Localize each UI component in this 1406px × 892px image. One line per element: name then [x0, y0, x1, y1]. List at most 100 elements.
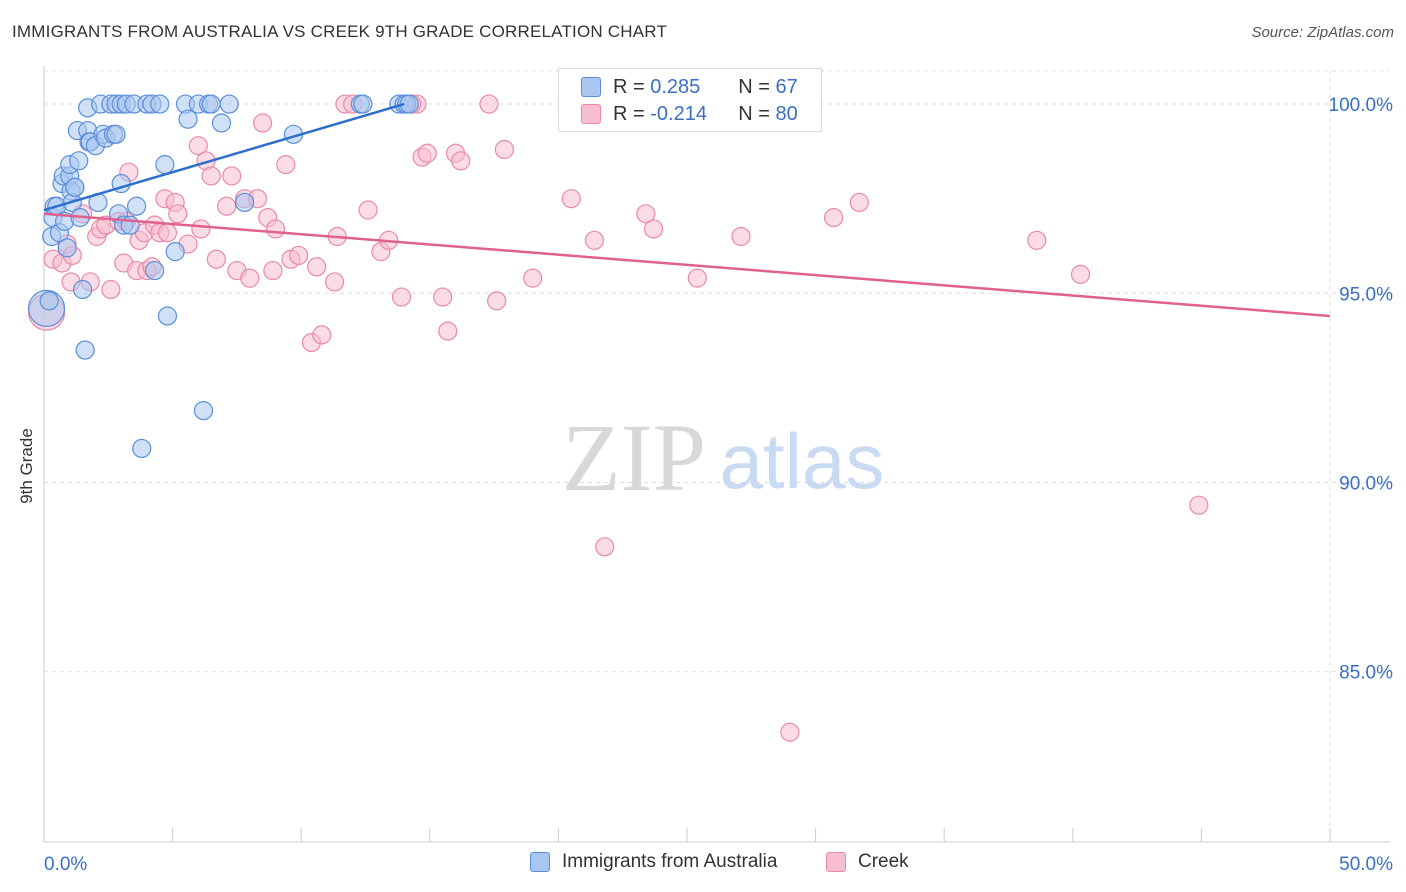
australia-trend-line	[43, 102, 405, 212]
trend-lines	[43, 102, 1331, 318]
chart-title: IMMIGRANTS FROM AUSTRALIA VS CREEK 9TH G…	[12, 22, 668, 41]
creek-point	[561, 189, 581, 209]
australia-point	[150, 94, 170, 114]
creek-point	[325, 272, 345, 292]
creek-point	[206, 249, 226, 269]
creek-point	[312, 325, 332, 345]
australia-point	[75, 340, 95, 360]
creek-point	[391, 287, 412, 307]
creek-point	[584, 230, 605, 250]
legend-swatch-pink	[581, 104, 601, 124]
creek-point	[417, 143, 437, 163]
creek-point	[188, 136, 208, 156]
creek-point	[289, 245, 309, 266]
legend-n-value: 80	[775, 102, 798, 125]
creek-point	[643, 219, 664, 239]
x-tick-label-max: 50.0%	[1339, 854, 1393, 875]
creek-point	[780, 722, 800, 742]
creek-point	[263, 260, 283, 281]
australia-point	[65, 177, 85, 197]
legend-swatch-blue	[581, 77, 601, 97]
creek-point	[479, 94, 499, 114]
creek-point	[358, 200, 378, 220]
correlation-legend: R = 0.285 N = 67 R = -0.214 N = 80	[558, 68, 822, 132]
y-tick-label: 85.0%	[1339, 663, 1393, 684]
creek-point	[687, 268, 707, 288]
australia-point	[72, 279, 93, 300]
creek-point	[240, 268, 260, 288]
watermark-atlas: atlas	[720, 417, 885, 505]
creek-point	[253, 113, 273, 133]
series-legend-australia[interactable]: Immigrants from Australia	[530, 851, 777, 873]
series-swatch-blue	[530, 852, 550, 872]
creek-point	[494, 139, 514, 160]
australia-point	[165, 242, 185, 262]
australia-point	[132, 438, 152, 459]
australia-point	[120, 215, 140, 235]
series-label-australia: Immigrants from Australia	[562, 851, 778, 872]
legend-row-australia: R = 0.285 N = 67	[581, 75, 798, 99]
x-tick-label-min: 0.0%	[44, 854, 87, 875]
australia-point	[144, 260, 165, 281]
creek-point	[824, 207, 844, 228]
australia-point	[155, 155, 175, 175]
watermark: ZIP atlas	[562, 404, 884, 511]
series-swatch-pink	[826, 852, 846, 872]
series-legend: Immigrants from Australia Creek	[0, 851, 1406, 877]
series-label-creek: Creek	[858, 851, 909, 872]
australia-point	[235, 192, 255, 213]
creek-point	[157, 223, 178, 243]
legend-n-label: N =	[738, 102, 776, 125]
creek-point	[595, 537, 615, 557]
chart-source: Source: ZipAtlas.com	[1251, 24, 1394, 41]
y-tick-label: 95.0%	[1339, 284, 1393, 305]
australia-point	[126, 196, 147, 216]
australia-point	[39, 291, 59, 311]
australia-point	[211, 113, 232, 133]
australia-point	[219, 94, 239, 114]
creek-point	[217, 196, 237, 216]
legend-r-value: -0.214	[650, 102, 707, 125]
australia-point	[193, 400, 214, 421]
legend-n-label: N =	[738, 75, 776, 98]
creek-trend-line	[43, 212, 1331, 318]
australia-point	[57, 238, 77, 258]
australia-point	[353, 94, 373, 114]
australia-point	[106, 124, 126, 144]
legend-row-creek: R = -0.214 N = 80	[581, 102, 798, 126]
creek-point	[101, 279, 121, 300]
creek-point	[1189, 495, 1209, 515]
creek-point	[433, 287, 453, 307]
creek-point	[731, 226, 751, 247]
legend-n-value: 67	[775, 75, 798, 98]
creek-point	[222, 166, 242, 186]
watermark-zip: ZIP	[562, 404, 706, 511]
creek-point	[451, 151, 471, 171]
creek-point	[168, 204, 188, 224]
legend-r-label: R =	[613, 75, 651, 98]
tick-labels: 85.0% 90.0% 95.0% 100.0% 0.0% 50.0%	[44, 95, 1393, 875]
axes	[43, 66, 1390, 843]
creek-point	[849, 192, 869, 213]
series-legend-creek[interactable]: Creek	[826, 851, 909, 873]
australia-point	[69, 151, 89, 171]
creek-point	[636, 204, 656, 224]
legend-r-label: R =	[613, 102, 651, 125]
creek-point	[201, 166, 221, 186]
legend-r-value: 0.285	[650, 75, 701, 98]
australia-point	[178, 109, 198, 129]
creek-point	[1027, 230, 1047, 250]
creek-point	[438, 321, 458, 341]
y-tick-label: 100.0%	[1329, 95, 1394, 116]
creek-point	[307, 257, 327, 277]
gridlines	[44, 70, 1390, 842]
creek-point	[1070, 264, 1091, 284]
y-axis-label: 9th Grade	[17, 428, 36, 504]
creek-point	[265, 219, 286, 239]
creek-point	[487, 291, 507, 311]
creek-point	[523, 268, 543, 288]
y-tick-label: 90.0%	[1339, 473, 1393, 494]
australia-point	[157, 306, 178, 326]
creek-point	[191, 219, 211, 239]
